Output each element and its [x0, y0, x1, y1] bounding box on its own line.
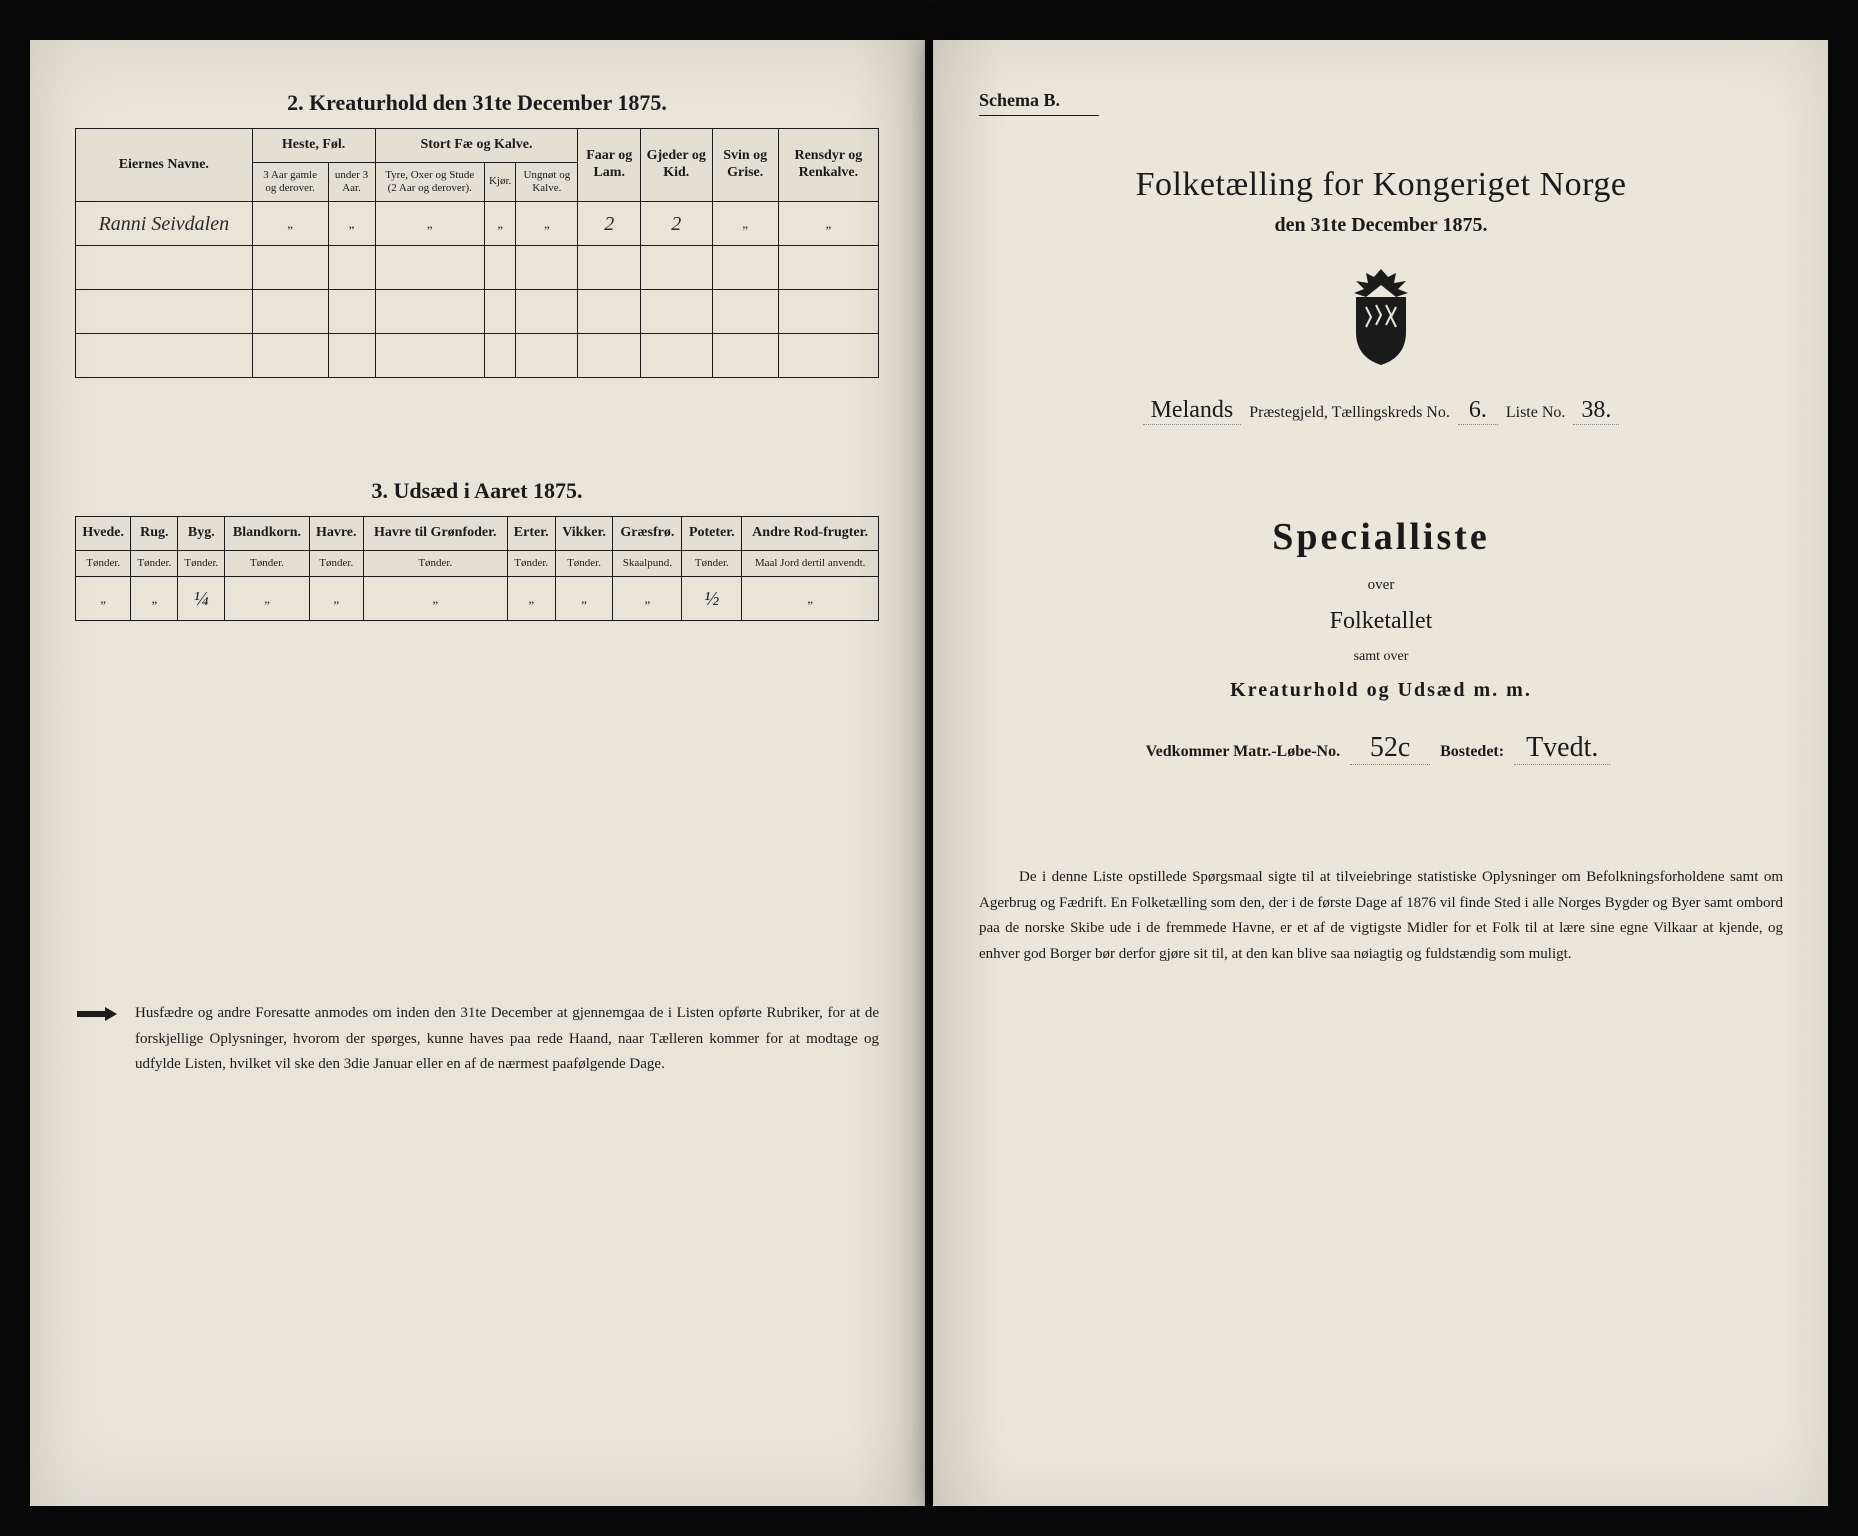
right-page: Schema B. Folketælling for Kongeriget No…	[933, 40, 1828, 1506]
matr-label: Vedkommer Matr.-Løbe-No.	[1146, 743, 1341, 760]
cell: „	[778, 202, 878, 246]
col-hvede: Hvede.	[76, 517, 131, 551]
folketallet-title: Folketallet	[979, 608, 1783, 635]
coat-of-arms-icon	[1336, 267, 1426, 367]
footnote-text: Husfædre og andre Foresatte anmodes om i…	[135, 1001, 879, 1078]
bosted-value: Tvedt.	[1514, 732, 1610, 765]
col-rod: Andre Rod-frugter.	[742, 517, 879, 551]
unit: Skaalpund.	[613, 550, 682, 576]
cell: „	[516, 202, 578, 246]
col-owner: Eiernes Navne.	[76, 129, 253, 202]
cell: „	[742, 577, 879, 621]
table-row: Ranni Seivdalen „ „ „ „ „ 2 2 „ „	[76, 202, 879, 246]
body-paragraph: De i denne Liste opstillede Spørgsmaal s…	[979, 865, 1783, 967]
sub-c3: Ungnøt og Kalve.	[516, 162, 578, 201]
matr-value: 52c	[1350, 732, 1430, 765]
unit: Tønder.	[76, 550, 131, 576]
meta-line: Melands Præstegjeld, Tællingskreds No. 6…	[979, 397, 1783, 425]
col-byg: Byg.	[178, 517, 225, 551]
cell: „	[131, 577, 178, 621]
schema-label: Schema B.	[979, 90, 1099, 116]
cell-poteter: ½	[682, 577, 742, 621]
col-goats: Gjeder og Kid.	[640, 129, 712, 202]
hero-title: Folketælling for Kongeriget Norge	[979, 166, 1783, 204]
hero-subtitle: den 31te December 1875.	[979, 214, 1783, 237]
cell: „	[252, 202, 328, 246]
cell: „	[309, 577, 363, 621]
col-vikker: Vikker.	[555, 517, 613, 551]
table-row: „ „ ¼ „ „ „ „ „ „ ½ „	[76, 577, 879, 621]
table-row	[76, 334, 879, 378]
over-label: over	[979, 577, 1783, 594]
cell-byg: ¼	[178, 577, 225, 621]
col-erter: Erter.	[507, 517, 555, 551]
vedkommer-line: Vedkommer Matr.-Løbe-No. 52c Bostedet: T…	[979, 732, 1783, 765]
kreatur-title: Kreaturhold og Udsæd m. m.	[979, 679, 1783, 702]
unit: Tønder.	[225, 550, 309, 576]
cell: „	[613, 577, 682, 621]
sub-h2: under 3 Aar.	[328, 162, 375, 201]
unit: Tønder.	[131, 550, 178, 576]
sub-h1: 3 Aar gamle og derover.	[252, 162, 328, 201]
pointing-hand-icon	[75, 1001, 119, 1027]
cell: „	[76, 577, 131, 621]
col-havre: Havre.	[309, 517, 363, 551]
sub-c2: Kjør.	[484, 162, 515, 201]
samt-label: samt over	[979, 649, 1783, 665]
unit: Tønder.	[178, 550, 225, 576]
footnote-block: Husfædre og andre Foresatte anmodes om i…	[75, 1001, 879, 1078]
specialliste-title: Specialliste	[979, 515, 1783, 559]
section3-title: 3. Udsæd i Aaret 1875.	[75, 478, 879, 504]
unit: Tønder.	[682, 550, 742, 576]
cell: „	[507, 577, 555, 621]
col-horses: Heste, Føl.	[252, 129, 375, 163]
parish-label: Præstegjeld, Tællingskreds No.	[1249, 404, 1450, 421]
col-bland: Blandkorn.	[225, 517, 309, 551]
cell: „	[328, 202, 375, 246]
cell: „	[712, 202, 778, 246]
cell: „	[484, 202, 515, 246]
col-cattle: Stort Fæ og Kalve.	[375, 129, 578, 163]
cell-owner: Ranni Seivdalen	[76, 202, 253, 246]
table-row	[76, 290, 879, 334]
book-spread: 2. Kreaturhold den 31te December 1875. E…	[30, 40, 1828, 1506]
unit: Tønder.	[363, 550, 507, 576]
table-kreaturhold: Eiernes Navne. Heste, Føl. Stort Fæ og K…	[75, 128, 879, 378]
cell: „	[555, 577, 613, 621]
col-rug: Rug.	[131, 517, 178, 551]
parish-value: Melands	[1143, 397, 1242, 425]
col-havregr: Havre til Grønfoder.	[363, 517, 507, 551]
unit: Tønder.	[507, 550, 555, 576]
table-row	[76, 246, 879, 290]
col-graes: Græsfrø.	[613, 517, 682, 551]
col-pigs: Svin og Grise.	[712, 129, 778, 202]
cell: „	[363, 577, 507, 621]
unit: Tønder.	[309, 550, 363, 576]
left-page: 2. Kreaturhold den 31te December 1875. E…	[30, 40, 925, 1506]
section2-title: 2. Kreaturhold den 31te December 1875.	[75, 90, 879, 116]
kreds-value: 6.	[1458, 397, 1498, 425]
col-sheep: Faar og Lam.	[578, 129, 640, 202]
unit: Tønder.	[555, 550, 613, 576]
liste-label: Liste No.	[1506, 404, 1566, 421]
cell-goats: 2	[640, 202, 712, 246]
cell: „	[375, 202, 484, 246]
table-udsaed: Hvede. Rug. Byg. Blandkorn. Havre. Havre…	[75, 516, 879, 621]
liste-value: 38.	[1573, 397, 1619, 425]
sub-c1: Tyre, Oxer og Stude (2 Aar og derover).	[375, 162, 484, 201]
cell-sheep: 2	[578, 202, 640, 246]
bosted-label: Bostedet:	[1440, 743, 1504, 760]
unit: Maal Jord dertil anvendt.	[742, 550, 879, 576]
col-poteter: Poteter.	[682, 517, 742, 551]
cell: „	[225, 577, 309, 621]
col-reindeer: Rensdyr og Renkalve.	[778, 129, 878, 202]
